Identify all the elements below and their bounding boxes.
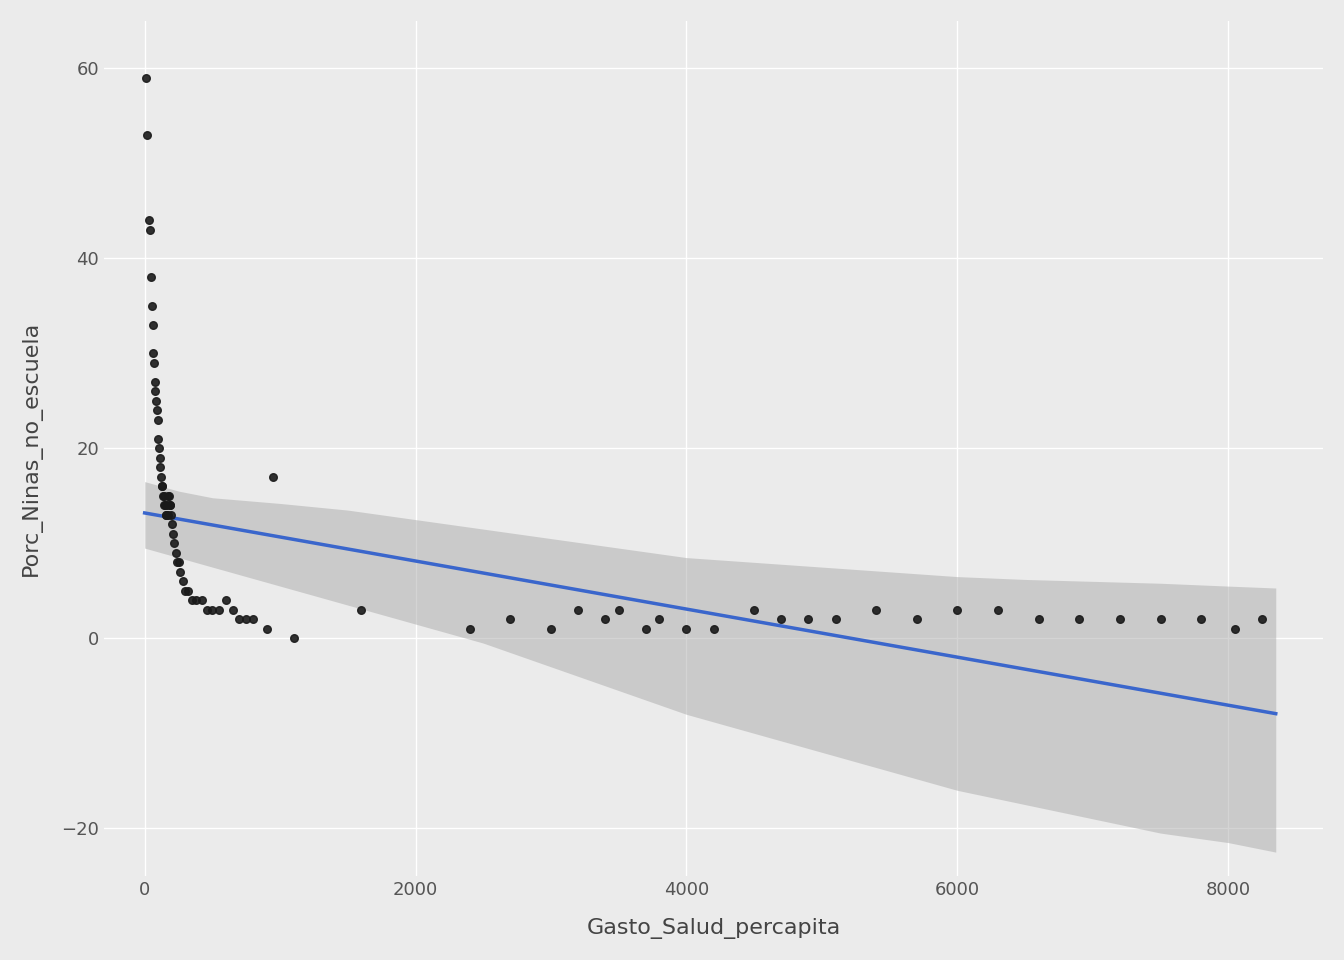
Point xyxy=(191,592,212,608)
Point xyxy=(177,583,199,598)
Point xyxy=(1068,612,1090,627)
Point xyxy=(151,469,172,485)
Point xyxy=(168,555,190,570)
Point xyxy=(351,602,372,617)
X-axis label: Gasto_Salud_percapita: Gasto_Salud_percapita xyxy=(586,918,841,939)
Point xyxy=(540,621,562,636)
Point xyxy=(946,602,968,617)
Point xyxy=(460,621,481,636)
Y-axis label: Porc_Ninas_no_escuela: Porc_Ninas_no_escuela xyxy=(22,321,42,576)
Point xyxy=(156,497,177,513)
Point xyxy=(148,431,169,446)
Point xyxy=(146,412,168,427)
Point xyxy=(165,545,187,561)
Point xyxy=(607,602,629,617)
Point xyxy=(156,507,177,522)
Point xyxy=(151,479,172,494)
Point xyxy=(594,612,616,627)
Point xyxy=(181,592,203,608)
Point xyxy=(153,497,175,513)
Point xyxy=(242,612,263,627)
Point xyxy=(145,384,167,399)
Point xyxy=(1224,621,1246,636)
Point xyxy=(142,317,164,332)
Point xyxy=(163,526,184,541)
Point xyxy=(160,507,181,522)
Point xyxy=(282,631,304,646)
Point xyxy=(649,612,671,627)
Point xyxy=(770,612,792,627)
Point xyxy=(235,612,257,627)
Point xyxy=(138,213,160,228)
Point xyxy=(1109,612,1130,627)
Point xyxy=(153,489,175,504)
Point xyxy=(159,489,180,504)
Point xyxy=(141,270,163,285)
Point xyxy=(137,127,159,142)
Point xyxy=(1028,612,1050,627)
Point xyxy=(988,602,1009,617)
Point xyxy=(567,602,589,617)
Point xyxy=(136,70,157,85)
Point xyxy=(167,555,188,570)
Point xyxy=(152,489,173,504)
Point xyxy=(152,479,173,494)
Point xyxy=(141,299,163,314)
Point xyxy=(906,612,927,627)
Point xyxy=(149,450,171,466)
Point xyxy=(172,574,194,589)
Point xyxy=(145,394,167,409)
Point xyxy=(160,497,181,513)
Point xyxy=(208,602,230,617)
Point xyxy=(144,355,165,371)
Point xyxy=(142,346,164,361)
Point xyxy=(157,489,179,504)
Point xyxy=(196,602,218,617)
Point xyxy=(500,612,521,627)
Point xyxy=(146,402,168,418)
Point xyxy=(636,621,657,636)
Point xyxy=(676,621,698,636)
Point xyxy=(262,469,284,485)
Point xyxy=(157,507,179,522)
Point xyxy=(155,497,176,513)
Point xyxy=(1251,612,1273,627)
Point xyxy=(255,621,277,636)
Point xyxy=(175,583,196,598)
Point xyxy=(185,592,207,608)
Point xyxy=(155,507,176,522)
Point xyxy=(149,460,171,475)
Point xyxy=(169,564,191,580)
Point xyxy=(215,592,237,608)
Point xyxy=(164,536,185,551)
Point xyxy=(743,602,765,617)
Point xyxy=(161,516,183,532)
Point xyxy=(202,602,223,617)
Point xyxy=(144,374,165,390)
Point xyxy=(797,612,818,627)
Point xyxy=(140,222,161,237)
Point xyxy=(703,621,724,636)
Point xyxy=(228,612,250,627)
Point xyxy=(159,497,180,513)
Point xyxy=(222,602,243,617)
Point xyxy=(866,602,887,617)
Point xyxy=(1150,612,1172,627)
Point xyxy=(1191,612,1212,627)
Point xyxy=(825,612,847,627)
Point xyxy=(148,441,169,456)
